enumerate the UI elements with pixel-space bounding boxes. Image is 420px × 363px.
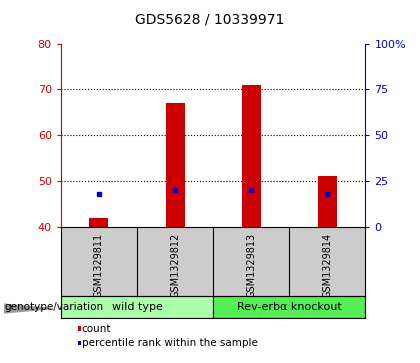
- Polygon shape: [4, 304, 53, 313]
- Bar: [165, 103, 185, 227]
- Text: GSM1329814: GSM1329814: [322, 232, 332, 298]
- Text: GSM1329812: GSM1329812: [170, 232, 180, 298]
- Bar: [61, 296, 213, 318]
- Bar: [318, 176, 337, 227]
- Text: count: count: [82, 323, 111, 334]
- Text: genotype/variation: genotype/variation: [4, 302, 103, 312]
- Text: percentile rank within the sample: percentile rank within the sample: [82, 338, 257, 348]
- Bar: [89, 218, 108, 227]
- Bar: [213, 296, 365, 318]
- Text: wild type: wild type: [112, 302, 163, 312]
- Text: GDS5628 / 10339971: GDS5628 / 10339971: [135, 13, 285, 27]
- Bar: [241, 85, 261, 227]
- Text: GSM1329813: GSM1329813: [246, 232, 256, 298]
- Text: GSM1329811: GSM1329811: [94, 232, 104, 298]
- Text: Rev-erbα knockout: Rev-erbα knockout: [237, 302, 341, 312]
